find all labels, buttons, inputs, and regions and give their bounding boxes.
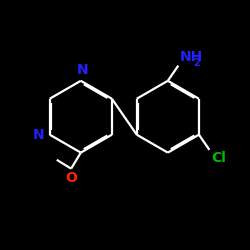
Text: Cl: Cl <box>211 151 226 165</box>
Text: N: N <box>33 128 45 142</box>
Text: 2: 2 <box>193 58 200 68</box>
Text: NH: NH <box>180 50 203 64</box>
Text: N: N <box>76 64 88 78</box>
Text: O: O <box>65 171 77 185</box>
